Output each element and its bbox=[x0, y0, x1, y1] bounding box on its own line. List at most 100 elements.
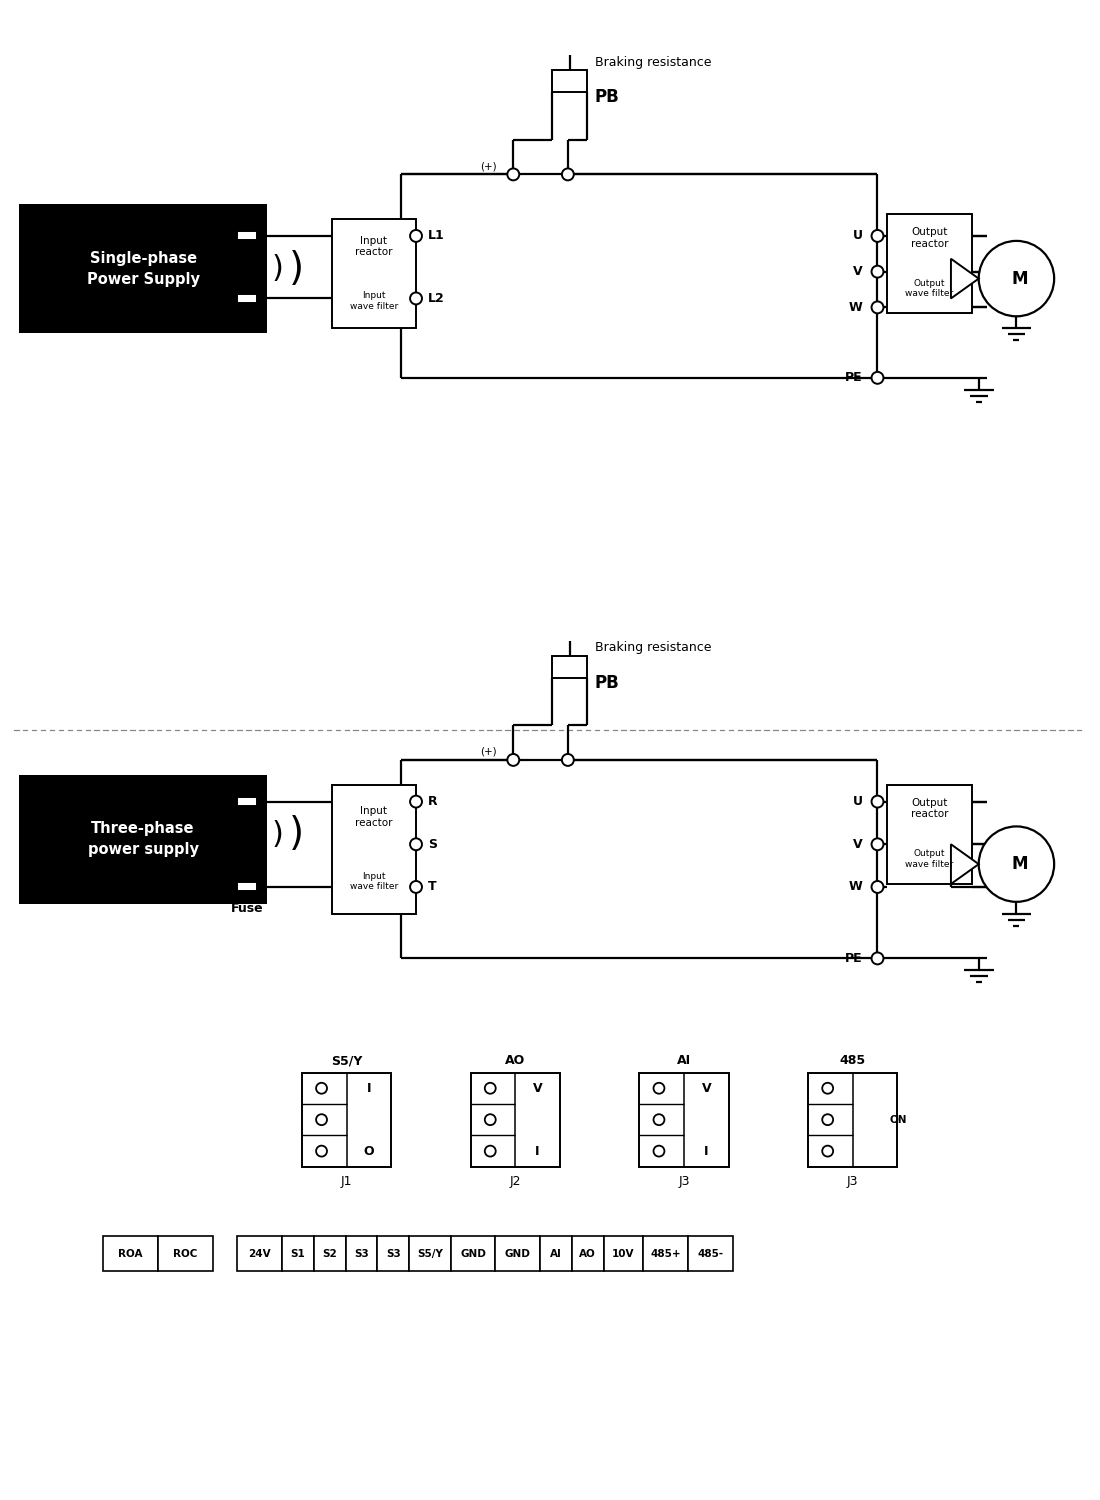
Bar bbox=[552, 656, 587, 678]
Text: Output
wave filter: Output wave filter bbox=[905, 279, 954, 298]
Bar bbox=[495, 1236, 540, 1270]
Bar bbox=[19, 204, 267, 333]
Text: AO: AO bbox=[580, 1248, 596, 1258]
Text: M: M bbox=[1011, 855, 1027, 873]
Circle shape bbox=[316, 1146, 327, 1156]
Bar bbox=[644, 1236, 688, 1270]
Bar bbox=[238, 231, 257, 240]
Text: AI: AI bbox=[676, 1054, 691, 1066]
Text: Output
reactor: Output reactor bbox=[911, 226, 948, 249]
Text: J1: J1 bbox=[341, 1174, 352, 1188]
Text: (+): (+) bbox=[481, 162, 497, 171]
Bar bbox=[688, 1236, 733, 1270]
Bar bbox=[332, 219, 416, 328]
Circle shape bbox=[871, 795, 883, 807]
Polygon shape bbox=[950, 258, 979, 299]
Bar bbox=[409, 1236, 451, 1270]
Text: J3: J3 bbox=[679, 1174, 690, 1188]
Text: I: I bbox=[704, 1144, 708, 1158]
Text: GND: GND bbox=[460, 1248, 486, 1258]
Bar bbox=[238, 796, 257, 806]
Text: AO: AO bbox=[505, 1054, 526, 1066]
Text: (+): (+) bbox=[481, 747, 497, 758]
Circle shape bbox=[410, 880, 422, 892]
Circle shape bbox=[485, 1146, 496, 1156]
Bar bbox=[282, 1236, 314, 1270]
Text: V: V bbox=[532, 1082, 542, 1095]
Text: Three-phase
power supply: Three-phase power supply bbox=[88, 822, 199, 858]
Circle shape bbox=[871, 880, 883, 892]
Circle shape bbox=[410, 795, 422, 807]
Text: PE: PE bbox=[845, 952, 862, 964]
Text: J2: J2 bbox=[509, 1174, 521, 1188]
Text: 485+: 485+ bbox=[650, 1248, 681, 1258]
Text: S3: S3 bbox=[354, 1248, 368, 1258]
Text: J3: J3 bbox=[847, 1174, 858, 1188]
Text: ): ) bbox=[271, 254, 283, 284]
Bar bbox=[451, 1236, 495, 1270]
Text: PB: PB bbox=[595, 88, 619, 106]
Text: V: V bbox=[852, 839, 862, 850]
Text: S1: S1 bbox=[290, 1248, 306, 1258]
Text: PE: PE bbox=[845, 372, 862, 384]
Text: ): ) bbox=[271, 821, 283, 849]
Circle shape bbox=[653, 1146, 664, 1156]
Text: M: M bbox=[1011, 270, 1027, 288]
Text: Braking resistance: Braking resistance bbox=[595, 642, 712, 654]
Bar bbox=[332, 784, 416, 914]
Text: 485: 485 bbox=[839, 1054, 866, 1066]
Circle shape bbox=[562, 754, 574, 766]
Text: T: T bbox=[428, 880, 437, 894]
Circle shape bbox=[485, 1083, 496, 1094]
Text: Output
reactor: Output reactor bbox=[911, 798, 948, 819]
Text: Output
wave filter: Output wave filter bbox=[905, 849, 954, 868]
Bar bbox=[572, 1236, 604, 1270]
Text: AI: AI bbox=[550, 1248, 562, 1258]
Text: ): ) bbox=[289, 249, 305, 288]
Text: S: S bbox=[428, 839, 437, 850]
Text: Input
reactor: Input reactor bbox=[355, 236, 393, 256]
Text: Input
reactor: Input reactor bbox=[355, 806, 393, 828]
Text: I: I bbox=[366, 1082, 371, 1095]
Circle shape bbox=[871, 372, 883, 384]
Text: L1: L1 bbox=[428, 230, 444, 243]
Bar bbox=[238, 1236, 282, 1270]
Bar bbox=[471, 1072, 560, 1167]
Bar bbox=[345, 1236, 377, 1270]
Text: Input
wave filter: Input wave filter bbox=[350, 291, 398, 310]
Circle shape bbox=[979, 242, 1054, 316]
Bar bbox=[314, 1236, 345, 1270]
Circle shape bbox=[562, 168, 574, 180]
Text: I: I bbox=[536, 1144, 540, 1158]
Text: Single-phase
Power Supply: Single-phase Power Supply bbox=[87, 251, 199, 286]
Bar bbox=[238, 882, 257, 891]
Text: 24V: 24V bbox=[249, 1248, 271, 1258]
Circle shape bbox=[871, 302, 883, 313]
Bar bbox=[552, 70, 587, 92]
Circle shape bbox=[410, 230, 422, 242]
Bar bbox=[888, 214, 971, 314]
Circle shape bbox=[822, 1083, 833, 1094]
Polygon shape bbox=[950, 844, 979, 883]
Bar bbox=[103, 1236, 158, 1270]
Text: V: V bbox=[702, 1082, 711, 1095]
Text: 485-: 485- bbox=[697, 1248, 724, 1258]
Text: Fuse: Fuse bbox=[231, 903, 264, 915]
Text: W: W bbox=[849, 302, 862, 313]
Circle shape bbox=[871, 952, 883, 964]
Text: Input
wave filter: Input wave filter bbox=[350, 871, 398, 891]
Circle shape bbox=[485, 1114, 496, 1125]
Text: PB: PB bbox=[595, 674, 619, 692]
Text: U: U bbox=[852, 230, 862, 243]
Circle shape bbox=[507, 754, 519, 766]
Bar bbox=[888, 784, 971, 883]
Circle shape bbox=[822, 1114, 833, 1125]
Bar bbox=[604, 1236, 644, 1270]
Circle shape bbox=[653, 1114, 664, 1125]
Circle shape bbox=[507, 168, 519, 180]
Bar bbox=[158, 1236, 212, 1270]
Text: Fuse: Fuse bbox=[231, 314, 264, 327]
Circle shape bbox=[653, 1083, 664, 1094]
Circle shape bbox=[979, 827, 1054, 902]
Text: S5/Y: S5/Y bbox=[417, 1248, 443, 1258]
